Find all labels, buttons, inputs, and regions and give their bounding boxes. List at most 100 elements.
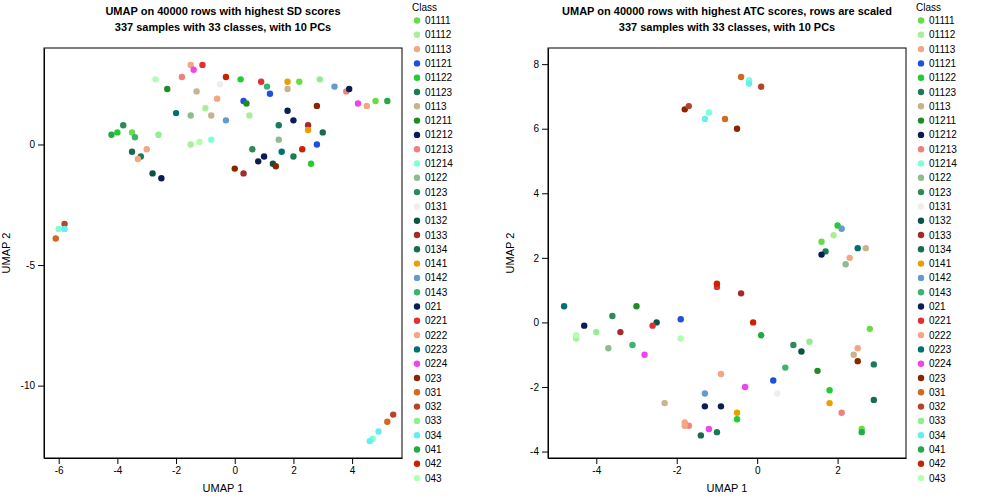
point — [149, 170, 155, 176]
point — [782, 364, 788, 370]
x-tick-label: 4 — [350, 465, 356, 476]
legend-swatch — [414, 203, 420, 209]
legend-item: 021 — [918, 301, 946, 312]
point — [188, 141, 194, 147]
legend-label: 0123 — [929, 187, 952, 198]
legend-swatch — [918, 318, 924, 324]
legend-label: 0224 — [929, 358, 952, 369]
legend-item: 034 — [918, 430, 946, 441]
point — [686, 103, 692, 109]
legend-swatch — [414, 346, 420, 352]
legend: Class01111011120111301121011220112301130… — [412, 2, 453, 484]
points — [53, 62, 397, 445]
legend-swatch — [918, 32, 924, 38]
legend-swatch — [918, 246, 924, 252]
legend-swatch — [414, 218, 420, 224]
x-tick-label: -6 — [55, 465, 64, 476]
series — [152, 76, 202, 145]
y-tick: 0 — [533, 317, 548, 328]
point — [273, 163, 279, 169]
point — [276, 122, 282, 128]
figure: UMAP on 40000 rows with highest SD score… — [0, 0, 1008, 504]
legend-label: 0113 — [929, 101, 951, 112]
point — [132, 134, 138, 140]
point — [264, 83, 270, 89]
x-tick: -4 — [592, 458, 601, 476]
legend-swatch — [918, 289, 924, 295]
series — [188, 112, 282, 143]
legend-swatch — [414, 275, 420, 281]
legend-item: 041 — [918, 444, 946, 455]
legend-label: 021 — [425, 301, 442, 312]
panel: UMAP on 40000 rows with highest SD score… — [0, 2, 453, 494]
legend-swatch — [918, 275, 924, 281]
y-tick-mark — [542, 193, 548, 194]
point — [859, 429, 865, 435]
point — [826, 400, 832, 406]
point — [284, 79, 290, 85]
legend-label: 01121 — [929, 58, 957, 69]
legend-label: 01113 — [425, 44, 452, 55]
series — [120, 122, 256, 153]
legend-label: 01212 — [929, 129, 957, 140]
legend-swatch — [414, 32, 420, 38]
legend-item: 01212 — [414, 129, 453, 140]
point — [714, 429, 720, 435]
legend-label: 031 — [929, 387, 946, 398]
y-tick: -10 — [21, 380, 44, 391]
point — [290, 153, 296, 159]
point — [246, 112, 252, 118]
legend-item: 0224 — [414, 358, 448, 369]
series — [661, 245, 869, 406]
point — [734, 126, 740, 132]
point — [682, 423, 688, 429]
legend-label: 043 — [425, 473, 442, 484]
point — [320, 129, 326, 135]
series — [108, 98, 390, 138]
legend-swatch — [414, 189, 420, 195]
y-axis-line — [548, 49, 549, 459]
series — [135, 95, 221, 162]
panel: UMAP on 40000 rows with highest ATC scor… — [504, 2, 957, 494]
legend-item: 0132 — [414, 215, 448, 226]
legend-label: 0142 — [425, 272, 448, 283]
point — [714, 280, 720, 286]
series — [61, 226, 381, 445]
legend-swatch — [414, 103, 420, 109]
point — [806, 339, 812, 345]
y-tick-mark — [542, 258, 548, 259]
legend-label: 01212 — [425, 129, 453, 140]
point — [855, 345, 861, 351]
legend-label: 0141 — [929, 258, 952, 269]
series — [53, 235, 391, 425]
legend-swatch — [918, 475, 924, 481]
legend-label: 01211 — [929, 115, 957, 126]
legend-swatch — [414, 132, 420, 138]
legend-item: 0123 — [414, 187, 448, 198]
plot-frame — [548, 48, 906, 458]
point — [331, 83, 337, 89]
x-tick: 0 — [232, 458, 238, 476]
legend-item: 0223 — [414, 344, 448, 355]
x-axis-line — [45, 458, 403, 459]
legend-swatch — [918, 361, 924, 367]
legend-label: 041 — [425, 444, 442, 455]
legend-label: 0122 — [425, 172, 448, 183]
point — [367, 438, 373, 444]
legend-label: 01213 — [929, 144, 957, 155]
legend-label: 0221 — [425, 315, 448, 326]
x-tick-mark — [293, 458, 294, 464]
y-tick-label: 8 — [533, 59, 539, 70]
point — [375, 428, 381, 434]
y-tick-mark — [38, 265, 44, 266]
legend-label: 032 — [929, 401, 946, 412]
point — [702, 390, 708, 396]
legend-item: 031 — [414, 387, 442, 398]
legend-item: 033 — [414, 415, 442, 426]
legend-item: 041 — [414, 444, 442, 455]
series — [164, 86, 250, 107]
y-tick: -2 — [530, 382, 548, 393]
series — [581, 322, 708, 409]
y-axis-title: UMAP 2 — [504, 233, 516, 274]
legend-item: 01122 — [918, 72, 957, 83]
